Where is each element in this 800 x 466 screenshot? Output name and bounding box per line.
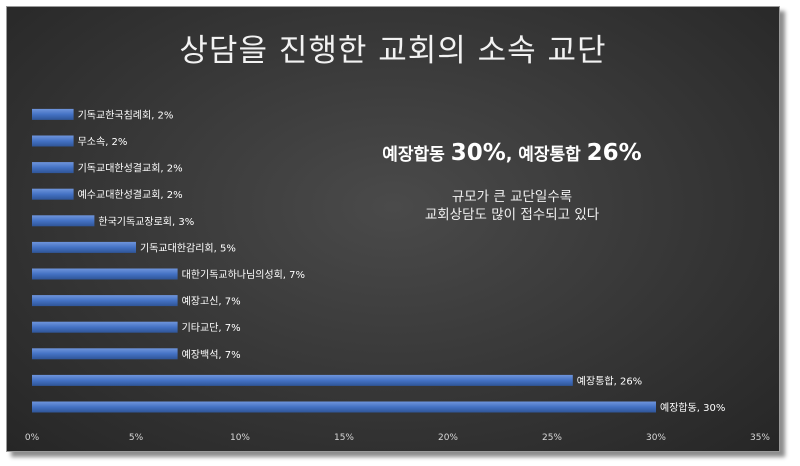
headline-a: 예장합동 bbox=[382, 145, 451, 165]
bar-9 bbox=[32, 188, 74, 200]
x-tick-label: 15% bbox=[334, 433, 354, 443]
bar-8 bbox=[32, 215, 95, 227]
data-label-1: 예장합동, 30% bbox=[660, 402, 725, 414]
chart-frame: 상담을 진행한 교회의 소속 교단 예장합동 30%, 예장통합 26% 규모가… bbox=[6, 6, 780, 452]
headline-b-pct: 26% bbox=[586, 140, 642, 166]
chart-title: 상담을 진행한 교회의 소속 교단 bbox=[179, 33, 607, 69]
bar-6 bbox=[32, 268, 178, 280]
data-label-10: 기독교대한성결교회, 2% bbox=[78, 163, 183, 175]
data-label-12: 기독교한국침례회, 2% bbox=[78, 109, 174, 121]
bar-1 bbox=[32, 401, 656, 413]
data-label-9: 예수교대한성결교회, 2% bbox=[78, 189, 183, 201]
headline-annotation: 예장합동 30%, 예장통합 26% bbox=[377, 140, 647, 166]
bar-12 bbox=[32, 108, 74, 120]
x-tick-label: 10% bbox=[230, 433, 250, 443]
x-tick-label: 35% bbox=[750, 433, 770, 443]
headline-a-pct: 30% bbox=[450, 140, 506, 166]
x-tick-label: 5% bbox=[129, 433, 144, 443]
bar-plot: 예장합동, 30% 예장통합, 26% 예장백석, 7% 기타교단, 7% 예장고신, … bbox=[25, 108, 770, 443]
data-label-7: 기독교대한감리회, 5% bbox=[140, 242, 236, 254]
data-label-2: 예장통합, 26% bbox=[577, 375, 642, 387]
bar-5 bbox=[32, 295, 178, 307]
data-label-3: 예장백석, 7% bbox=[182, 349, 241, 361]
bar-2 bbox=[32, 374, 573, 386]
x-tick-label: 30% bbox=[646, 433, 666, 443]
x-tick-label: 25% bbox=[542, 433, 562, 443]
bar-10 bbox=[32, 162, 74, 174]
x-tick-label: 0% bbox=[25, 433, 40, 443]
headline-sep: , 예장통합 bbox=[505, 145, 587, 165]
x-tick-label: 20% bbox=[438, 433, 458, 443]
insight-line-2: 교회상담도 많이 접수되고 있다 bbox=[424, 207, 600, 223]
bar-7 bbox=[32, 241, 136, 253]
data-label-6: 대한기독교하나님의성회, 7% bbox=[182, 268, 305, 281]
data-label-4: 기타교단, 7% bbox=[182, 322, 241, 334]
insight-annotation: 규모가 큰 교단일수록 교회상담도 많이 접수되고 있다 bbox=[392, 188, 632, 224]
data-label-5: 예장고신, 7% bbox=[182, 296, 241, 308]
data-label-11: 무소속, 2% bbox=[78, 136, 128, 148]
bar-3 bbox=[32, 348, 178, 360]
bar-11 bbox=[32, 135, 74, 147]
insight-line-1: 규모가 큰 교단일수록 bbox=[451, 189, 573, 205]
bar-4 bbox=[32, 321, 178, 333]
data-label-8: 한국기독교장로회, 3% bbox=[98, 216, 194, 228]
